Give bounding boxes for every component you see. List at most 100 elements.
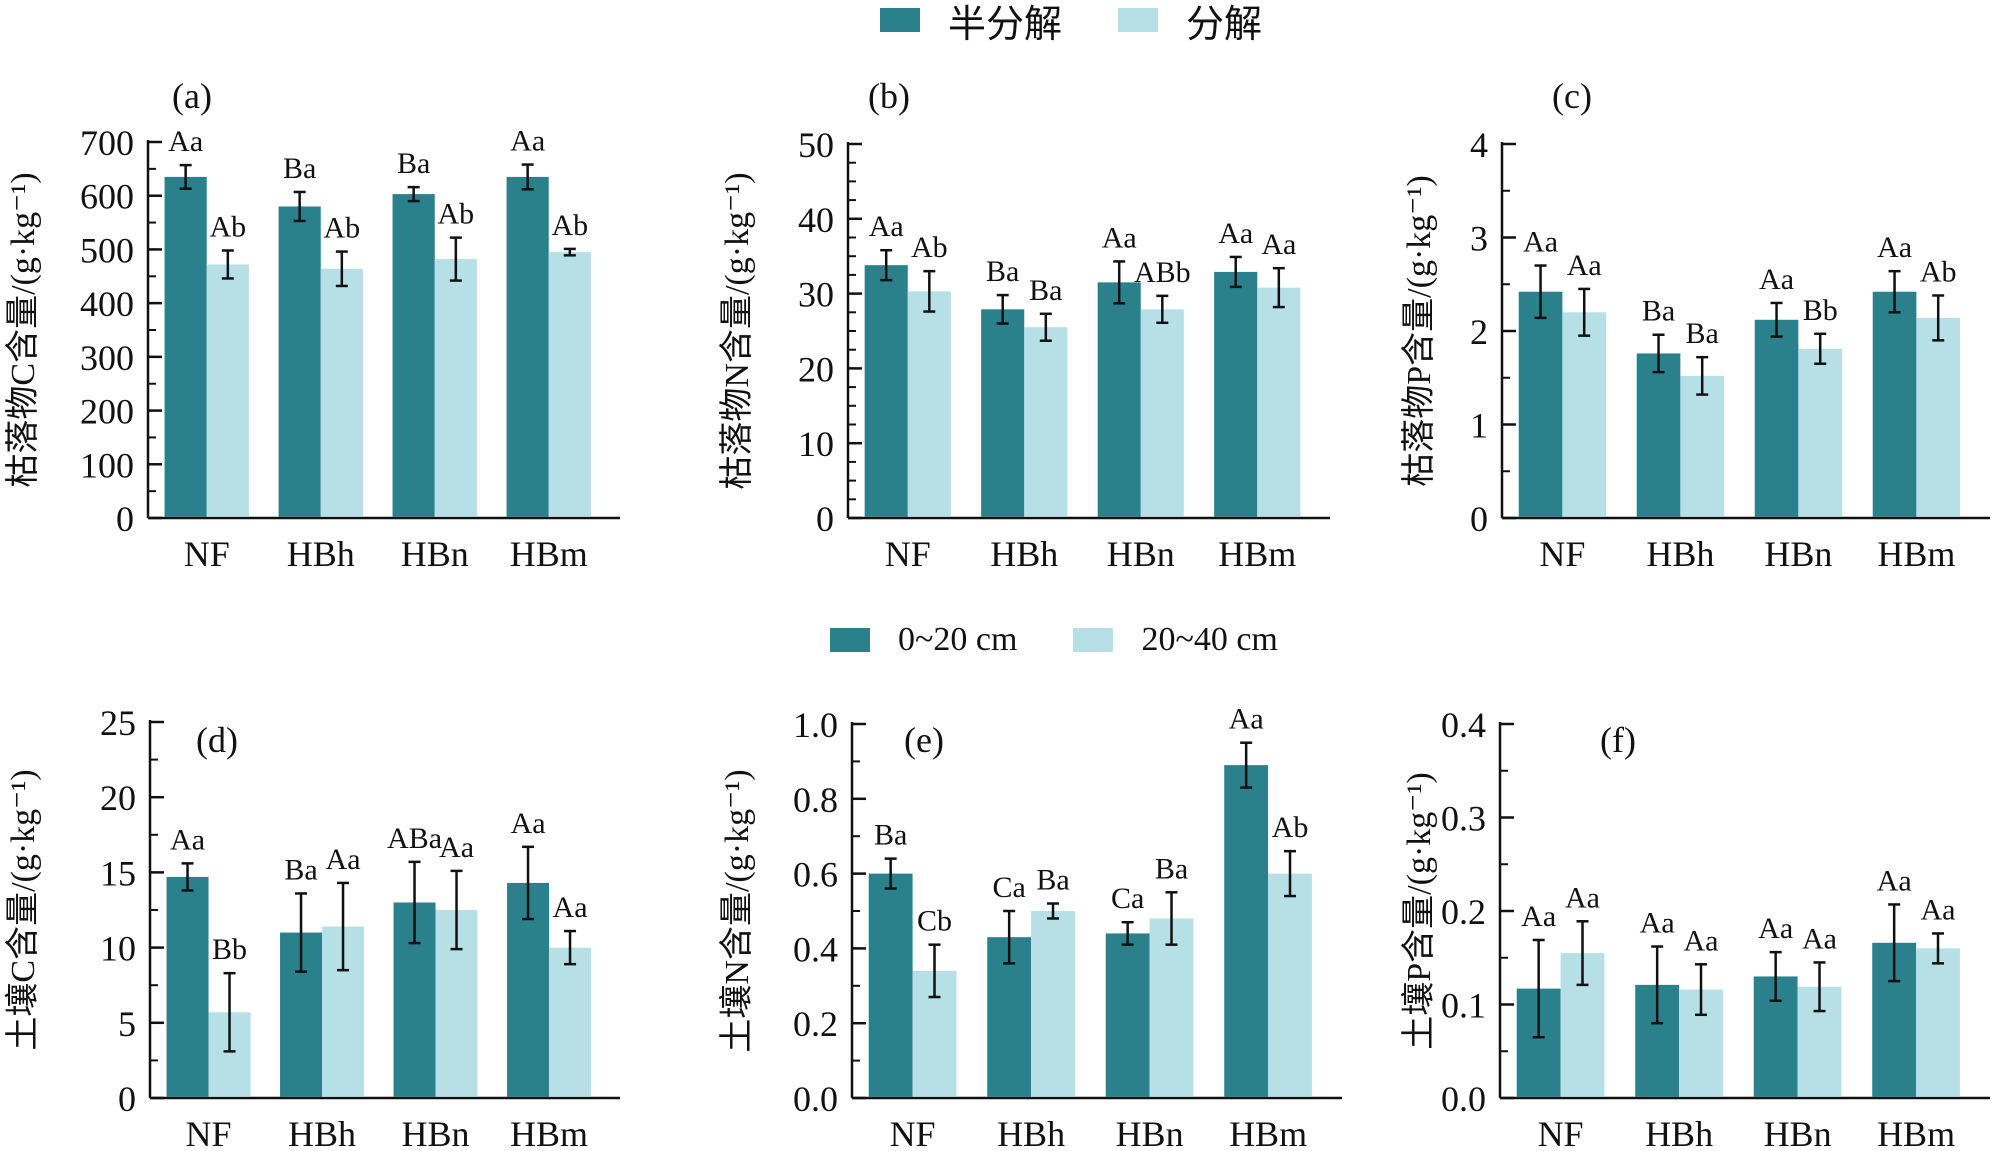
- significance-label: Aa: [1218, 217, 1253, 250]
- bar-series2: [907, 291, 951, 517]
- x-tick-label: HBn: [1764, 1114, 1832, 1151]
- error-bar: [1813, 961, 1826, 1013]
- y-tick-label: 20: [798, 349, 834, 389]
- significance-label: Ab: [551, 209, 588, 242]
- significance-label: Ca: [992, 871, 1025, 904]
- x-tick-label: NF: [1539, 534, 1585, 574]
- x-tick-label: HBn: [402, 1114, 470, 1151]
- significance-label: Aa: [170, 823, 205, 856]
- bar-series1: [1105, 933, 1150, 1097]
- error-bar: [179, 163, 192, 190]
- bar-series1: [868, 873, 913, 1097]
- significance-label: Ca: [1111, 882, 1144, 915]
- panel-a: (a) 0 100 200 300 400 500 600 700 枯落物C含量/(g·kg⁻¹)…: [4, 76, 620, 574]
- panel-label: (d): [196, 720, 238, 760]
- y-tick-label: 0: [816, 499, 834, 539]
- significance-label: Aa: [1523, 226, 1558, 259]
- panel-c: (c) 0 1 2 3 4 枯落物P含量/(g·kg⁻¹) Aa Aa NF Ba Ba HBh Aa Bb…: [1400, 76, 1990, 574]
- x-tick-label: HBn: [1764, 534, 1832, 574]
- bar-series2: [1268, 873, 1312, 1097]
- x-tick-label: HBh: [1645, 1114, 1713, 1151]
- bar-series1: [1872, 291, 1917, 517]
- significance-label: Aa: [1877, 864, 1912, 897]
- bar-group-NF: Aa Ab NF: [164, 125, 249, 574]
- error-bar: [1932, 932, 1945, 965]
- y-tick-label: 100: [80, 445, 134, 485]
- significance-label: Aa: [1229, 703, 1264, 736]
- error-bar: [1652, 333, 1665, 374]
- y-tick-label: 25: [100, 703, 136, 743]
- legend-top: 半分解 分解: [880, 0, 1318, 46]
- bar-group-NF: Aa Aa NF: [1518, 226, 1607, 574]
- significance-label: Ba: [1029, 274, 1062, 307]
- y-tick-label: 300: [80, 338, 134, 378]
- significance-label: Aa: [1521, 900, 1556, 933]
- error-bar: [181, 862, 194, 892]
- significance-label: Aa: [1640, 907, 1675, 940]
- significance-label: Ab: [323, 212, 360, 245]
- significance-label: Aa: [1261, 228, 1296, 261]
- y-tick-label: 0.4: [793, 929, 838, 969]
- error-bar: [450, 869, 463, 951]
- significance-label: Aa: [869, 210, 904, 243]
- y-tick-label: 0.2: [793, 1004, 838, 1044]
- bar-series2: [1257, 287, 1301, 517]
- legend-label: 0~20 cm: [898, 621, 1018, 658]
- legend-swatch-dark: [830, 628, 870, 652]
- bar-series2: [434, 259, 477, 517]
- error-bar: [1121, 920, 1134, 946]
- error-bar: [1769, 950, 1782, 1003]
- bar-series2: [1916, 948, 1960, 1097]
- y-tick-label: 0.0: [793, 1079, 838, 1119]
- x-tick-label: HBn: [1107, 534, 1175, 574]
- error-bar: [563, 247, 576, 257]
- error-bar: [1534, 264, 1547, 320]
- x-tick-label: HBh: [287, 534, 355, 574]
- x-tick-label: HBn: [1116, 1114, 1184, 1151]
- error-bar: [1932, 294, 1945, 342]
- bar-series2: [548, 252, 591, 517]
- error-bar: [564, 929, 577, 966]
- error-bar: [928, 943, 941, 999]
- y-axis-label: 土壤N含量/(g·kg⁻¹): [718, 769, 756, 1052]
- error-bar: [1113, 260, 1126, 305]
- bar-series2: [1140, 309, 1184, 517]
- error-bar: [1229, 255, 1242, 289]
- bar-series1: [278, 206, 321, 517]
- significance-label: Ba: [283, 152, 316, 185]
- y-tick-label: 1: [1470, 406, 1488, 446]
- error-bar: [996, 293, 1009, 325]
- significance-label: Aa: [1921, 893, 1956, 926]
- bar-group-NF: Aa Aa NF: [1516, 881, 1605, 1151]
- bar-series2: [549, 947, 592, 1097]
- significance-label: Aa: [1877, 231, 1912, 264]
- error-bar: [1039, 312, 1052, 342]
- bar-series2: [1798, 348, 1843, 517]
- significance-label: Ab: [437, 198, 474, 231]
- significance-label: Aa: [1102, 221, 1137, 254]
- bar-series1: [392, 194, 435, 517]
- error-bar: [1578, 287, 1591, 337]
- significance-label: Ba: [1155, 852, 1188, 885]
- x-tick-label: NF: [1538, 1114, 1584, 1151]
- bar-group-HBm: Aa Ab HBm: [506, 125, 591, 574]
- y-tick-label: 10: [100, 929, 136, 969]
- panel-e: (e) 0.0 0.2 0.4 0.6 0.8 1.0 土壤N含量/(g·kg⁻¹) Ba Cb N…: [718, 703, 1342, 1151]
- x-tick-label: NF: [885, 534, 931, 574]
- bar-series1: [164, 176, 207, 517]
- y-tick-label: 0.4: [1441, 705, 1486, 745]
- bar-series2: [1149, 918, 1194, 1097]
- significance-label: Aa: [1758, 912, 1793, 945]
- bar-group-HBm: Aa Ab HBm: [1224, 703, 1312, 1151]
- y-tick-label: 2: [1470, 312, 1488, 352]
- bar-series2: [1562, 312, 1607, 517]
- legend-item-semi-decomposed: 半分解: [880, 0, 1062, 48]
